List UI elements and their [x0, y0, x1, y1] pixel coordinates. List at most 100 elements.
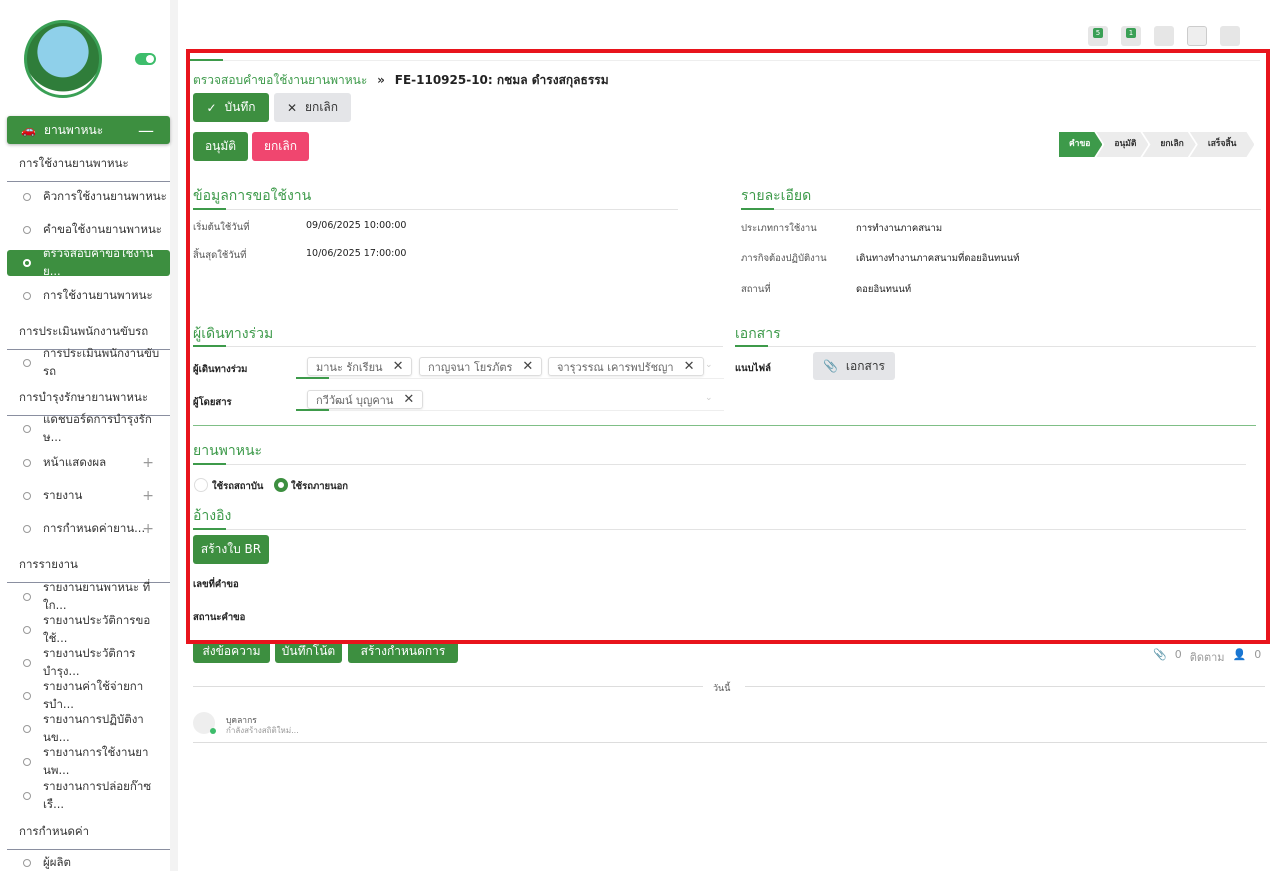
sidebar-item[interactable]: ตรวจสอบคำขอใช้งานย... — [7, 246, 170, 278]
sidebar-item[interactable]: รายงานค่าใช้จ่ายการบำ... — [7, 679, 170, 711]
check-icon: ✓ — [206, 100, 217, 115]
section-title: ยานพาหนะ — [193, 443, 263, 459]
chatter-stats: 📎 0 ติดตาม 👤 0 — [1153, 648, 1262, 664]
circle-icon — [23, 425, 31, 433]
sidebar-item-label: ผู้ผลิต — [43, 855, 71, 869]
activity-icon[interactable]: 1 — [1121, 26, 1141, 46]
messages-icon[interactable]: 5 — [1088, 26, 1108, 46]
cancel-request-button[interactable]: ยกเลิก — [252, 132, 309, 161]
log-note-button[interactable]: บันทึกโน้ต — [275, 640, 342, 663]
divider — [193, 425, 1256, 426]
sidebar-section-title: การประเมินพนักงานขับรถ — [7, 323, 170, 350]
circle-icon — [23, 226, 31, 234]
follow-button[interactable]: ติดตาม — [1189, 651, 1225, 664]
field-label: ผู้เดินทางร่วม — [193, 364, 248, 375]
sidebar-item[interactable]: รายงานการใช้งานยานพ... — [7, 745, 170, 777]
sidebar-item[interactable]: แดชบอร์ดการบำรุงรักษ... — [7, 412, 170, 444]
expand-plus-icon[interactable]: + — [142, 488, 154, 504]
sidebar-item[interactable]: การประเมินพนักงานขับรถ — [7, 346, 170, 378]
companion-tag: จารุวรรณ เคารพปรัชญา ✕ — [548, 357, 704, 376]
sidebar: 🚗 ยานพาหนะ — การใช้งานยานพาหนะ คิวการใช้งาน… — [0, 0, 178, 871]
divider — [745, 686, 1265, 687]
companion-tag: กาญจนา โยรภัตร ✕ — [419, 357, 543, 376]
status-step[interactable]: เสร็จสิ้น — [1190, 132, 1255, 157]
menu-icon[interactable] — [1220, 26, 1240, 46]
start-date-value: 09/06/2025 10:00:00 — [306, 220, 407, 231]
chevron-down-icon[interactable]: ⌄ — [705, 393, 713, 403]
section-title: ผู้เดินทางร่วม — [193, 326, 274, 342]
paperclip-icon[interactable]: 📎 — [1153, 648, 1167, 661]
date-separator: วันนี้ — [713, 684, 731, 694]
radio-institution-car[interactable] — [194, 478, 208, 492]
field-label: เลขที่คำขอ — [193, 579, 239, 590]
sidebar-section-title: การรายงาน — [7, 556, 170, 583]
end-date-value: 10/06/2025 17:00:00 — [306, 248, 407, 259]
approve-button[interactable]: อนุมัติ — [193, 132, 248, 161]
breadcrumb-current: FE-110925-10: กชมล ดำรงสกุลธรรม — [394, 73, 609, 87]
status-bar: คำขอ อนุมัติ ยกเลิก เสร็จสิ้น — [1059, 132, 1248, 157]
sidebar-item[interactable]: ผู้ผลิต — [7, 850, 170, 876]
radio-label: ใช้รถสถาบัน — [212, 481, 264, 492]
status-step[interactable]: คำขอ — [1059, 132, 1102, 157]
remove-icon[interactable]: ✕ — [522, 359, 534, 374]
section-title: เอกสาร — [735, 326, 781, 342]
create-br-button[interactable]: สร้างใบ BR — [193, 535, 269, 564]
sidebar-item-label: การประเมินพนักงานขับรถ — [43, 346, 160, 378]
remove-icon[interactable]: ✕ — [683, 359, 695, 374]
save-button[interactable]: ✓ บันทึก — [193, 93, 269, 122]
section-title: ข้อมูลการขอใช้งาน — [193, 188, 312, 204]
menu-vehicle[interactable]: 🚗 ยานพาหนะ — — [7, 116, 170, 144]
expand-plus-icon[interactable]: + — [142, 455, 154, 471]
discard-button[interactable]: ✕ ยกเลิก — [274, 93, 351, 122]
circle-icon — [23, 525, 31, 533]
sidebar-item[interactable]: รายงานประวัติการขอใช้... — [7, 613, 170, 645]
sidebar-item[interactable]: รายงานการปล่อยก๊าซเรื... — [7, 779, 170, 811]
passengers-input[interactable] — [296, 409, 724, 411]
sidebar-item[interactable]: รายงานประวัติการบำรุง... — [7, 646, 170, 678]
circle-icon — [23, 459, 31, 467]
remove-icon[interactable]: ✕ — [392, 359, 404, 374]
circle-icon — [23, 792, 31, 800]
companions-input[interactable] — [296, 377, 724, 379]
sidebar-item[interactable]: การใช้งานยานพาหนะ — [7, 283, 170, 309]
schedule-activity-button[interactable]: สร้างกำหนดการ — [348, 640, 458, 663]
chevron-down-icon[interactable]: ⌄ — [705, 360, 713, 370]
sidebar-item[interactable]: หน้าแสดงผล + — [7, 450, 170, 476]
sidebar-item[interactable]: รายงานการปฏิบัติงานข... — [7, 712, 170, 744]
documents-button[interactable]: 📎 เอกสาร — [813, 352, 895, 380]
usage-type-value: การทำงานภาคสนาม — [856, 223, 943, 234]
field-label: สถานที่ — [741, 284, 771, 295]
user-avatar-icon[interactable] — [1187, 26, 1207, 46]
remove-icon[interactable]: ✕ — [403, 392, 415, 407]
divider — [193, 686, 703, 687]
status-step[interactable]: ยกเลิก — [1142, 132, 1195, 157]
sidebar-item-label: รายงานยานพาหนะ ที่ใก... — [43, 580, 151, 612]
sidebar-item[interactable]: รายงานยานพาหนะ ที่ใก... — [7, 580, 170, 612]
sidebar-item[interactable]: รายงาน + — [7, 483, 170, 509]
divider — [735, 345, 1256, 347]
circle-icon — [23, 193, 31, 201]
organization-logo — [24, 20, 102, 98]
collapse-icon[interactable]: — — [138, 121, 154, 140]
sidebar-item[interactable]: คำขอใช้งานยานพาหนะ — [7, 217, 170, 243]
settings-icon[interactable] — [1154, 26, 1174, 46]
status-step[interactable]: อนุมัติ — [1096, 132, 1148, 157]
expand-plus-icon[interactable]: + — [142, 521, 154, 537]
field-label: ภารกิจต้องปฏิบัติงาน — [741, 253, 827, 264]
circle-icon — [23, 758, 31, 766]
mission-value: เดินทางทำงานภาคสนามที่ดอยอินทนนท์ — [856, 253, 1020, 264]
companion-tag: มานะ รักเรียน ✕ — [307, 357, 413, 376]
send-message-button[interactable]: ส่งข้อความ — [193, 640, 270, 663]
followers-icon[interactable]: 👤 — [1232, 648, 1247, 661]
car-icon: 🚗 — [21, 123, 36, 137]
section-title: รายละเอียด — [741, 188, 812, 204]
sidebar-item-label: คำขอใช้งานยานพาหนะ — [43, 222, 162, 236]
sidebar-item[interactable]: คิวการใช้งานยานพาหนะ — [7, 184, 170, 210]
radio-external-car[interactable] — [274, 478, 288, 492]
circle-icon — [23, 492, 31, 500]
sidebar-item-label: รายงาน — [43, 488, 83, 502]
sidebar-item[interactable]: การกำหนดค่ายาน... + — [7, 516, 170, 542]
divider — [193, 742, 1267, 743]
sidebar-toggle[interactable] — [135, 53, 156, 65]
breadcrumb-parent[interactable]: ตรวจสอบคำขอใช้งานยานพาหนะ — [193, 73, 368, 87]
